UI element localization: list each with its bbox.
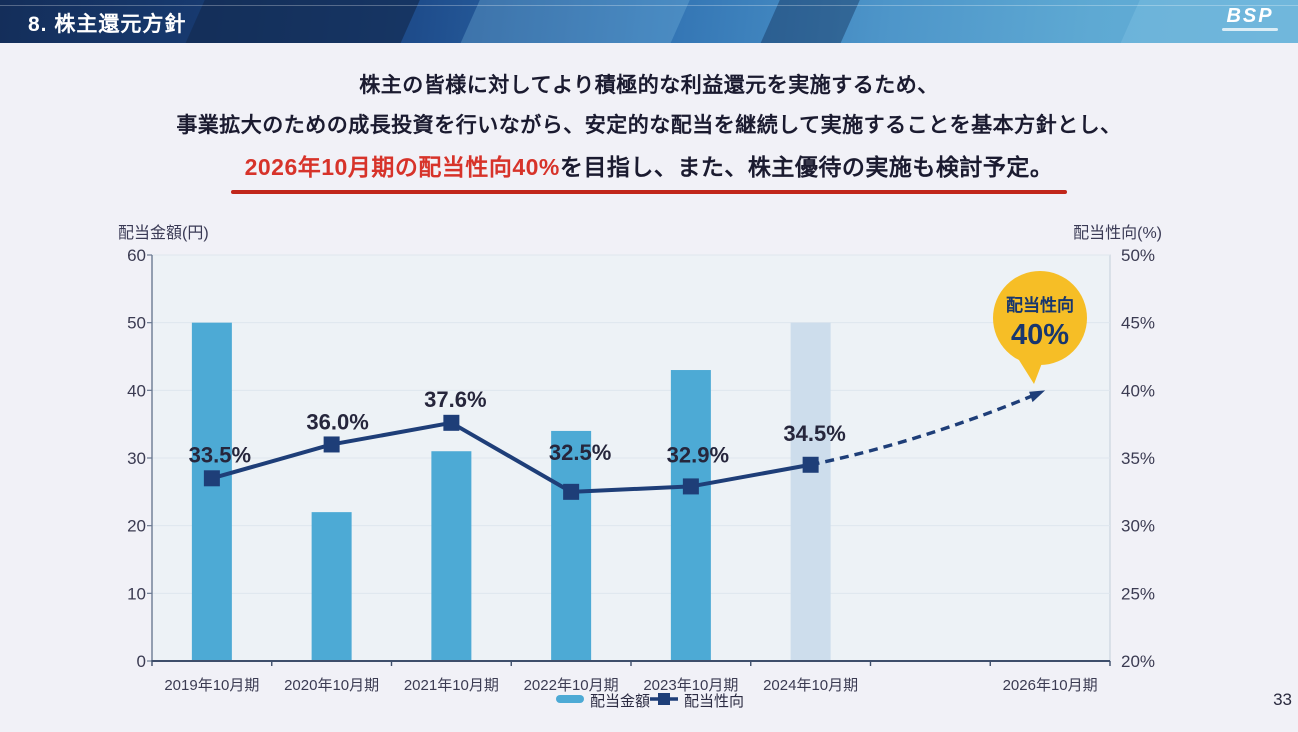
bar-2020年10月期 — [311, 512, 352, 661]
left-axis-tick-label: 0 — [137, 652, 146, 671]
badge-label: 配当性向 — [1006, 295, 1074, 315]
policy-line-3: 2026年10月期の配当性向40%を目指し、また、株主優待の実施も検討予定。 — [0, 146, 1298, 188]
left-axis-tick-label: 60 — [127, 246, 146, 265]
payout-data-label: 32.5% — [549, 440, 611, 465]
marker-2023年10月期 — [682, 478, 699, 495]
left-axis-title: 配当金額(円) — [118, 225, 209, 242]
right-axis-tick-label: 30% — [1121, 517, 1155, 536]
legend-line-label: 配当性向 — [684, 693, 744, 710]
x-axis-label: 2022年10月期 — [524, 677, 619, 694]
bar-2022年10月期 — [551, 430, 592, 661]
payout-data-label: 34.5% — [783, 421, 845, 446]
policy-line-3-rest: を目指し、また、株主優待の実施も検討予定。 — [559, 154, 1054, 180]
marker-2022年10月期 — [563, 483, 580, 500]
policy-statement: 株主の皆様に対してより積極的な利益還元を実施するため、 事業拡大のための成長投資… — [0, 66, 1298, 194]
legend-bar-swatch — [556, 695, 584, 703]
header-band: 8. 株主還元方針 BSP — [0, 0, 1298, 43]
left-axis-tick-label: 40 — [127, 381, 146, 400]
right-axis-tick-label: 40% — [1121, 381, 1155, 400]
right-axis-tick-label: 50% — [1121, 246, 1155, 265]
x-axis-label: 2020年10月期 — [284, 677, 379, 694]
left-axis-tick-label: 10 — [127, 584, 146, 603]
projection-dashed-line — [810, 394, 1032, 467]
policy-line-1: 株主の皆様に対してより積極的な利益還元を実施するため、 — [359, 74, 939, 97]
right-axis-tick-label: 25% — [1121, 584, 1155, 603]
red-underline — [231, 190, 1067, 194]
bsp-logo-tagline-bar — [1222, 28, 1278, 31]
payout-line — [211, 420, 811, 494]
marker-2021年10月期 — [443, 414, 460, 431]
right-axis-tick-label: 35% — [1121, 449, 1155, 468]
payout-data-label: 36.0% — [306, 409, 368, 434]
badge-value: 40% — [1011, 319, 1069, 351]
x-axis-label: 2026年10月期 — [1003, 677, 1098, 694]
header-highlight-line — [0, 5, 1298, 6]
bsp-logo: BSP — [1222, 6, 1278, 31]
x-axis-label: 2019年10月期 — [164, 677, 259, 694]
payout-data-label: 33.5% — [189, 442, 251, 467]
x-axis-label: 2024年10月期 — [763, 677, 858, 694]
legend-line-marker — [658, 693, 670, 705]
slide-title: 8. 株主還元方針 — [28, 13, 187, 36]
bar-2023年10月期 — [670, 370, 711, 661]
left-axis-tick-label: 30 — [127, 449, 146, 468]
projection-arrowhead — [1029, 390, 1046, 403]
policy-line-2: 事業拡大のための成長投資を行いながら、安定的な配当を継続して実施することを基本方… — [176, 114, 1122, 137]
marker-2024年10月期 — [802, 456, 819, 473]
policy-highlight: 2026年10月期の配当性向40% — [244, 154, 560, 180]
bsp-logo-text: BSP — [1226, 5, 1274, 27]
marker-2020年10月期 — [323, 436, 340, 453]
payout-data-label: 37.6% — [424, 387, 486, 412]
page-number: 33 — [1273, 690, 1292, 709]
payout-data-label: 32.9% — [667, 442, 729, 467]
right-axis-title: 配当性向(%) — [1073, 225, 1162, 242]
x-axis-label: 2021年10月期 — [404, 677, 499, 694]
bar-2019年10月期 — [191, 322, 232, 661]
legend-bar-label: 配当金額 — [590, 693, 650, 710]
left-axis-tick-label: 20 — [127, 517, 146, 536]
marker-2019年10月期 — [203, 470, 220, 487]
right-axis-tick-label: 45% — [1121, 314, 1155, 333]
left-axis-tick-label: 50 — [127, 314, 146, 333]
payout-target-badge — [993, 271, 1087, 365]
bar-2024年10月期 — [790, 322, 831, 661]
right-axis-tick-label: 20% — [1121, 652, 1155, 671]
bar-2021年10月期 — [431, 451, 472, 661]
x-axis-label: 2023年10月期 — [643, 677, 738, 694]
